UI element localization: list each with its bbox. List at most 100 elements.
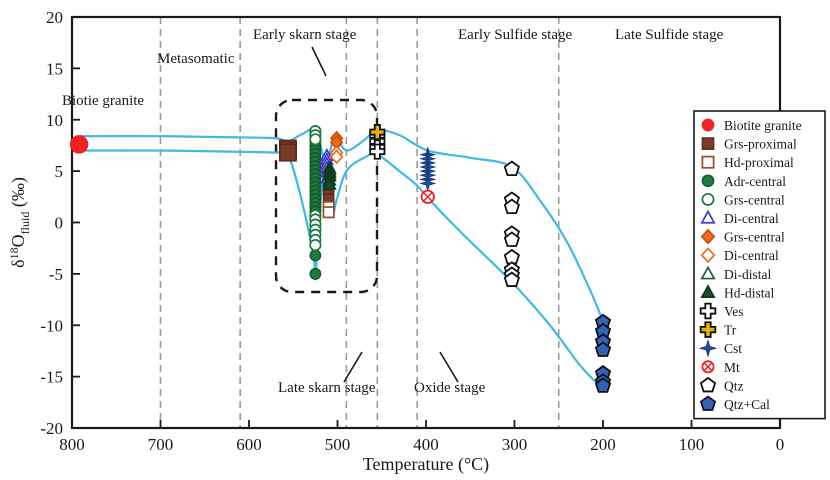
axis-ticks: [71, 16, 781, 429]
ann-early-sulfide: Early Sulfide stage: [458, 27, 572, 43]
point-13-0: [420, 189, 435, 204]
series-adr-central: [309, 135, 322, 280]
y-tick-label-0: 0: [55, 214, 64, 233]
point-9-4: [322, 176, 337, 190]
y-axis-title: δ18Ofluid (‰): [7, 177, 32, 268]
legend-item-cst[interactable]: Cst: [695, 338, 824, 358]
series-di-central: [329, 145, 344, 165]
legend-marker-8: [700, 265, 716, 280]
y-tick-label-5: 5: [55, 162, 64, 181]
legend-item-di-central[interactable]: Di-central: [695, 209, 824, 228]
point-15-3: [594, 341, 612, 357]
point-3-19: [309, 267, 322, 280]
series-mt: [420, 189, 435, 204]
point-2-1: [322, 206, 335, 219]
axis-tick-labels: 800 700 600 500 400 300 200 100 0 20 15 10 5 0 -5 -10 -1…: [40, 8, 784, 454]
legend-label-8: Di-distal: [724, 267, 771, 282]
point-15-6: [594, 377, 612, 393]
series-hd-distal: [322, 160, 337, 190]
series-tr: [369, 124, 386, 141]
x-tick-label-100: 100: [679, 435, 705, 454]
early-skarn-box: [274, 98, 379, 294]
x-axis-title: Temperature (°C): [363, 454, 489, 475]
legend-item-hd-distal[interactable]: Hd-distal: [695, 283, 824, 302]
legend-label-4: Grs-central: [724, 192, 785, 207]
x-tick-label-700: 700: [148, 435, 174, 454]
x-tick-label-400: 400: [413, 435, 439, 454]
legend-item-biotite-granite[interactable]: Biotite granite: [695, 116, 824, 135]
legend-label-5: Di-central: [724, 211, 779, 226]
legend[interactable]: Biotite granite Grs-proximal Hd-proximal Ad…: [693, 110, 826, 420]
legend-item-grs-central[interactable]: Grs-central: [695, 228, 824, 247]
legend-item-mt[interactable]: Mt: [695, 358, 824, 377]
point-14-8: [503, 271, 520, 287]
legend-item-grs-central[interactable]: Grs-central: [695, 190, 824, 209]
ann-late-skarn: Late skarn stage: [278, 380, 376, 396]
series-qtz-cal: [594, 313, 612, 393]
ann-early-skarn: Early skarn stage: [253, 27, 357, 43]
legend-item-tr[interactable]: Tr: [695, 321, 824, 340]
legend-marker-7: [700, 247, 716, 264]
legend-item-qtz[interactable]: Qtz: [695, 376, 824, 395]
legend-label-14: Qtz: [724, 378, 744, 393]
legend-marker-0: [701, 118, 715, 132]
legend-marker-15: [699, 395, 717, 411]
early-skarn-highlight-box: [274, 98, 379, 294]
point-4-2: [309, 133, 322, 146]
point-0-0: [69, 135, 89, 154]
legend-label-12: Cst: [724, 341, 742, 356]
point-10-3: [369, 143, 386, 160]
legend-item-di-central[interactable]: Di-central: [695, 246, 824, 265]
ann-metasomatic: Metasomatic: [157, 51, 235, 67]
point-3-18: [309, 249, 322, 262]
ann-oxide: Oxide stage: [414, 380, 486, 396]
legend-item-hd-proximal[interactable]: Hd-proximal: [695, 153, 824, 172]
series-hd-proximal: [322, 201, 335, 219]
y-tick-label--10: -10: [40, 316, 63, 335]
legend-label-1: Grs-proximal: [724, 137, 797, 152]
legend-label-2: Hd-proximal: [724, 155, 794, 170]
legend-marker-12: [698, 338, 718, 358]
legend-label-15: Qtz+Cal: [724, 397, 770, 412]
legend-item-qtz-cal[interactable]: Qtz+Cal: [695, 395, 824, 414]
x-tick-label-0: 0: [776, 435, 785, 454]
point-7-1: [329, 149, 344, 165]
y-tick-label--15: -15: [40, 368, 63, 387]
point-1-2: [278, 143, 297, 162]
ann-late-sulfide: Late Sulfide stage: [615, 27, 724, 43]
y-tick-label--20: -20: [40, 419, 63, 438]
legend-item-ves[interactable]: Ves: [695, 302, 824, 321]
annotation-leader-lines: [311, 46, 459, 383]
legend-label-13: Mt: [724, 360, 740, 375]
point-14-4: [503, 231, 520, 247]
legend-marker-13: [701, 360, 715, 374]
legend-marker-9: [700, 284, 716, 299]
y-tick-label-15: 15: [46, 59, 63, 78]
legend-marker-2: [701, 155, 715, 169]
point-4-9: [309, 239, 322, 252]
x-tick-label-300: 300: [502, 435, 528, 454]
legend-marker-3: [701, 174, 715, 188]
point-11-0: [369, 124, 386, 141]
legend-marker-14: [699, 376, 717, 393]
axis-titles: Temperature (°C) δ18Ofluid (‰): [7, 177, 489, 475]
svg-text:δ18Ofluid (‰): δ18Ofluid (‰): [7, 177, 32, 268]
legend-marker-1: [701, 137, 715, 150]
x-tick-label-200: 200: [590, 435, 616, 454]
legend-label-10: Ves: [724, 304, 744, 319]
legend-marker-10: [699, 302, 717, 320]
y-tick-label-10: 10: [46, 111, 63, 130]
leader-early-skarn: [311, 46, 327, 77]
legend-item-grs-proximal[interactable]: Grs-proximal: [695, 135, 824, 154]
legend-label-11: Tr: [724, 323, 737, 338]
leader-late-skarn: [343, 351, 363, 383]
legend-label-3: Adr-central: [724, 174, 786, 189]
data-points: [69, 124, 612, 393]
y-tick-label-20: 20: [46, 8, 63, 27]
series-biotite-granite: [69, 135, 89, 154]
legend-item-adr-central[interactable]: Adr-central: [695, 172, 824, 191]
series-qtz: [503, 160, 520, 287]
legend-label-7: Di-central: [724, 248, 779, 263]
legend-marker-11: [699, 321, 717, 338]
legend-item-di-distal[interactable]: Di-distal: [695, 265, 824, 284]
